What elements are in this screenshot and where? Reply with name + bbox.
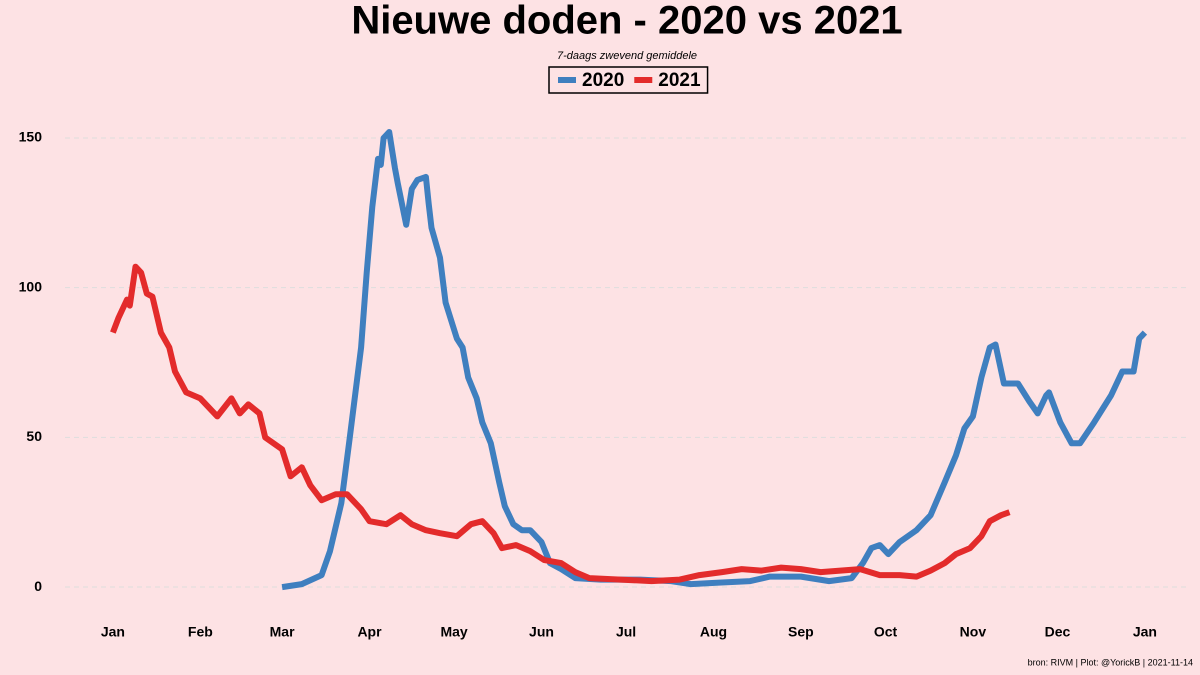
x-tick-label: Feb (188, 624, 213, 640)
y-tick-label: 150 (19, 129, 43, 145)
y-tick-label: 0 (34, 578, 42, 594)
x-tick-label: Sep (788, 624, 814, 640)
chart-title: Nieuwe doden - 2020 vs 2021 (351, 0, 902, 43)
legend-label: 2020 (582, 70, 624, 91)
x-tick-label: May (440, 624, 467, 640)
x-tick-label: Jun (529, 624, 554, 640)
caption: bron: RIVM | Plot: @YorickB | 2021-11-14 (1028, 657, 1193, 667)
legend-label: 2021 (658, 70, 701, 91)
x-tick-label: Jan (101, 624, 125, 640)
y-tick-label: 100 (19, 278, 43, 294)
x-tick-label: Jan (1133, 624, 1157, 640)
x-tick-label: Nov (960, 624, 987, 640)
line-series (110, 263, 1011, 585)
x-tick-label: Apr (357, 624, 382, 640)
x-tick-label: Jul (616, 624, 636, 640)
x-tick-label: Mar (270, 624, 295, 640)
x-tick-label: Aug (700, 624, 727, 640)
subtitle: 7-daags zwevend gemiddele (557, 50, 697, 62)
x-tick-label: Oct (874, 624, 898, 640)
legend-box (548, 66, 709, 94)
y-tick-label: 50 (26, 428, 42, 444)
x-tick-label: Dec (1045, 624, 1071, 640)
